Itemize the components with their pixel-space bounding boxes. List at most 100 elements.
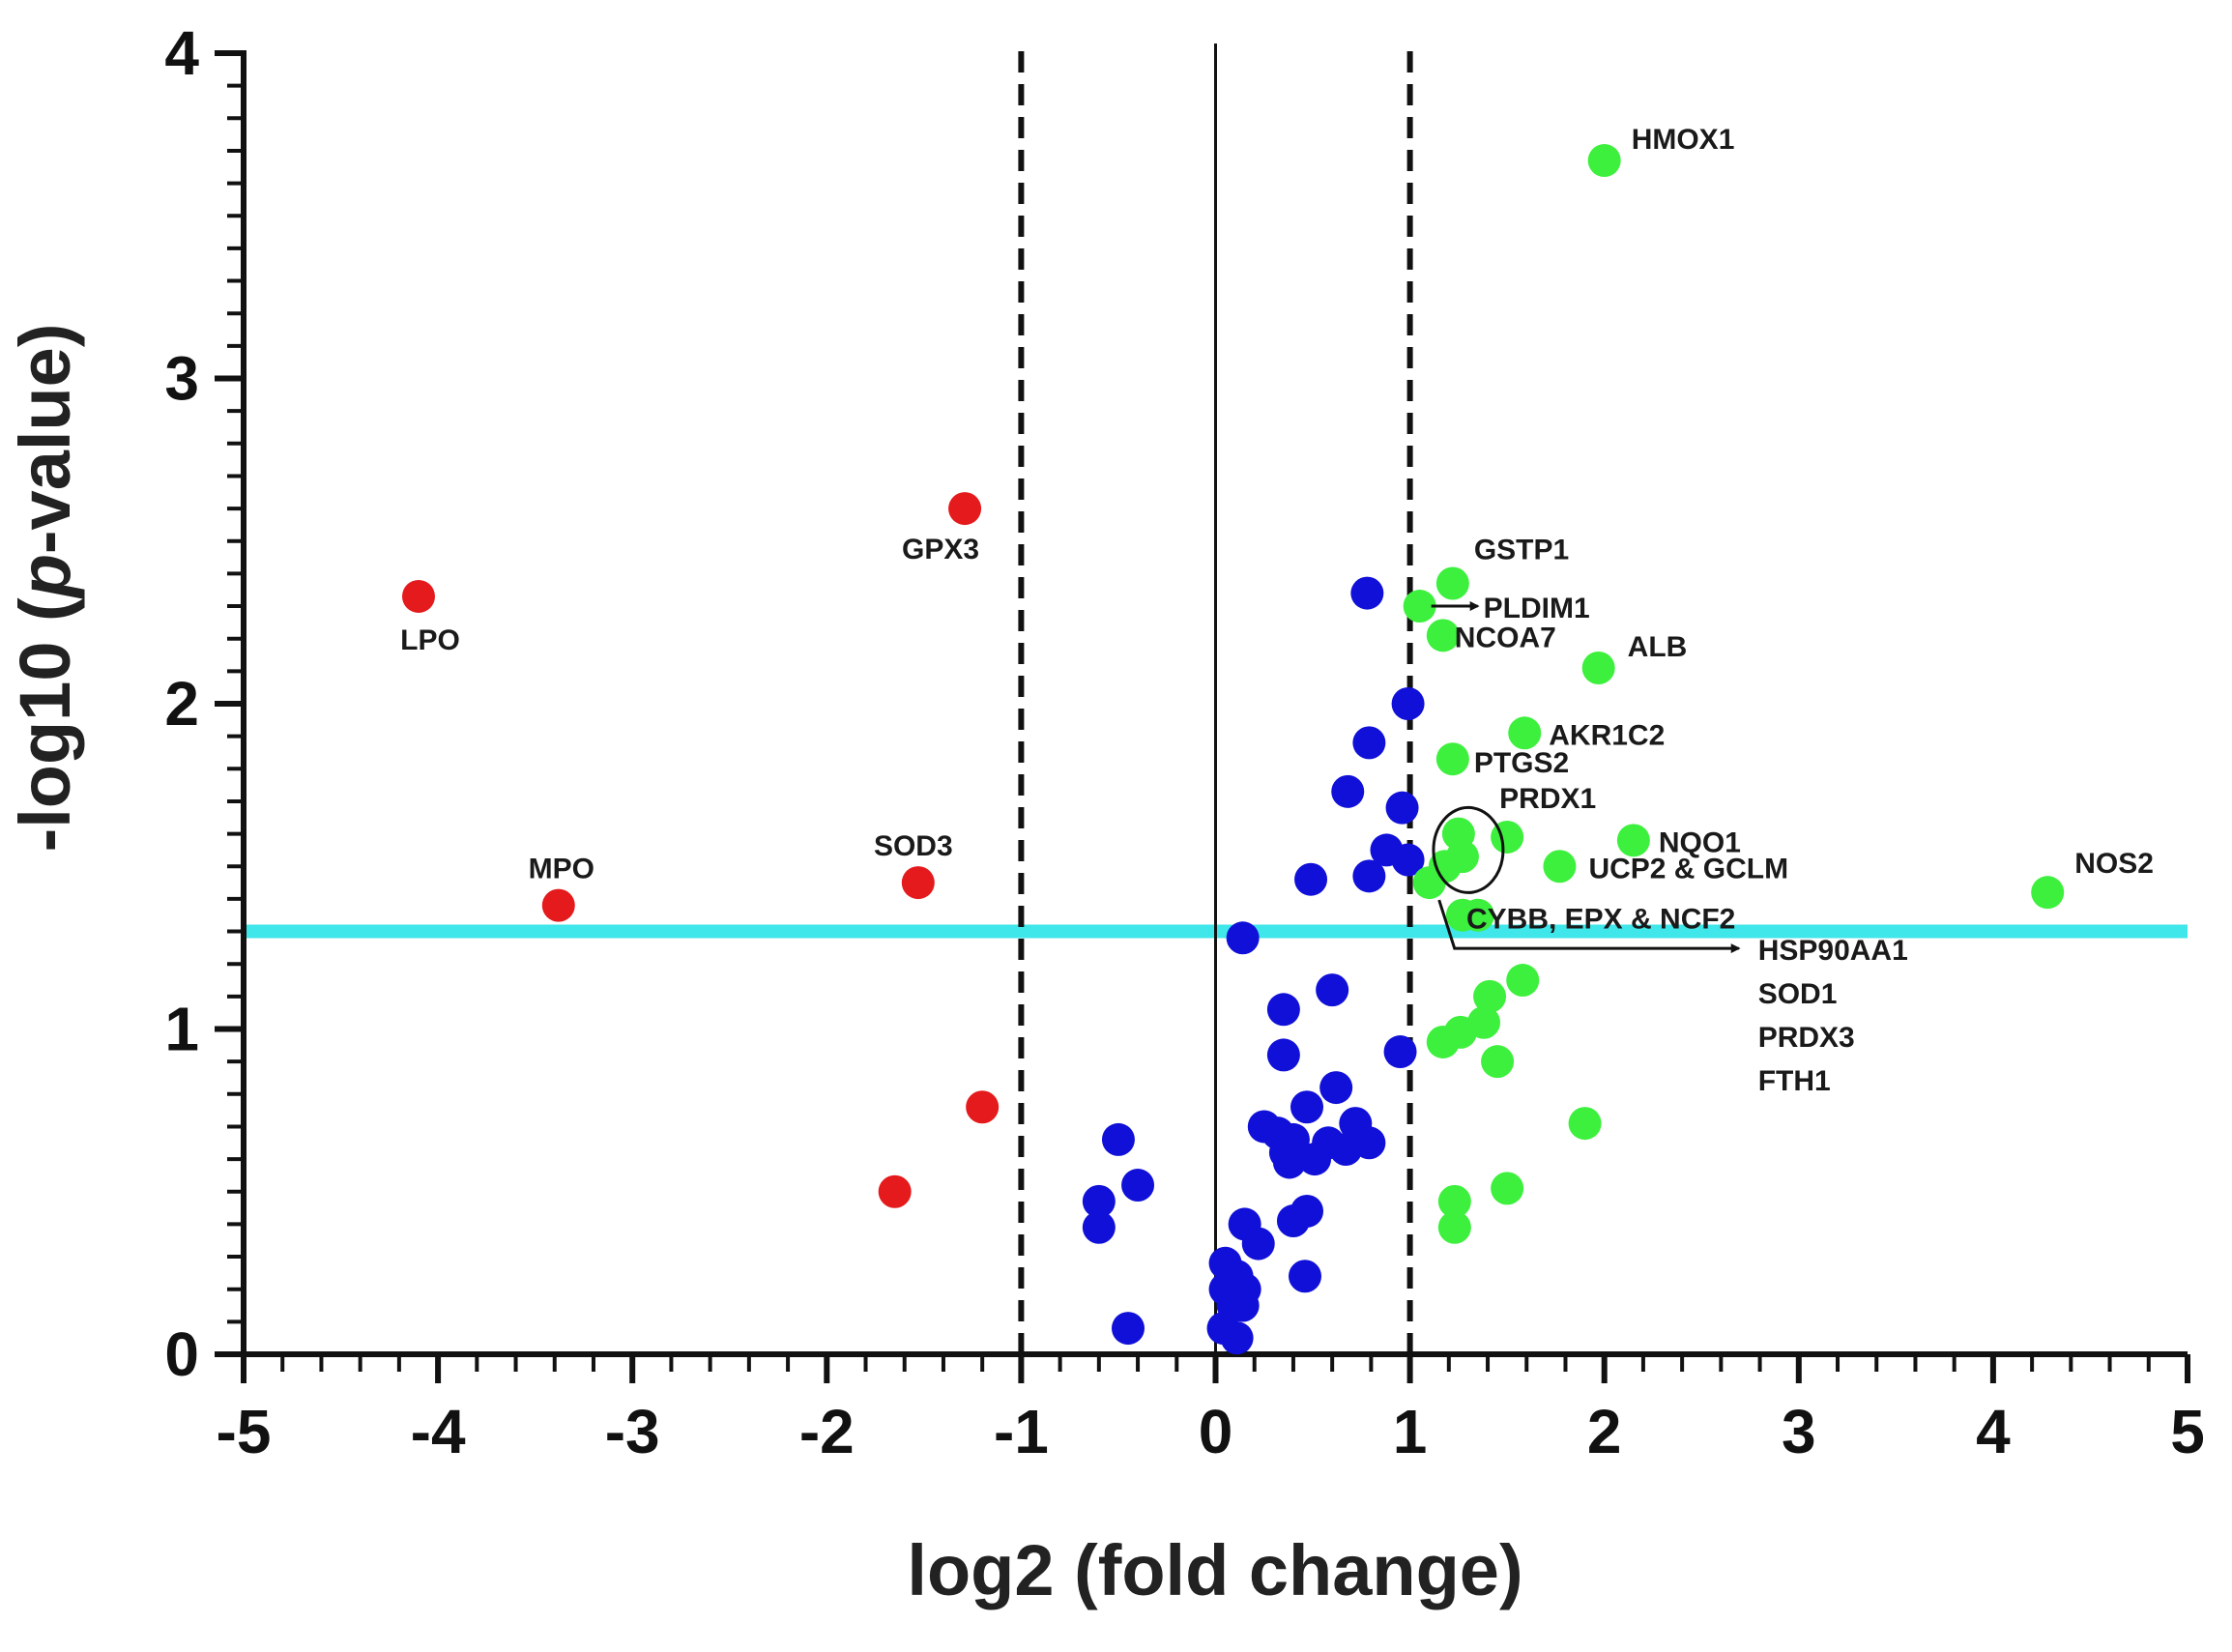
data-points — [401, 144, 2065, 1355]
point-up-regulated — [1508, 716, 1542, 750]
x-tick-label: 1 — [1393, 1397, 1428, 1466]
point-not-significant — [1383, 1035, 1417, 1069]
callout-arrow — [1437, 899, 1741, 954]
point-not-significant — [1220, 1321, 1254, 1355]
gene-label: LPO — [400, 624, 460, 656]
gene-label: PRDX1 — [1499, 783, 1596, 815]
gene-label: HMOX1 — [1632, 124, 1735, 156]
axes: -5 -4 -3 -2 -1 0 1 2 3 4 5 0 1 2 3 4 — [164, 18, 2204, 1466]
y-axis-title: -log10 (p-value) — [5, 324, 85, 853]
point-not-significant — [1329, 1133, 1363, 1167]
x-tick-label: -5 — [217, 1397, 272, 1466]
point-up-regulated — [1616, 824, 1650, 857]
point-down-regulated — [948, 492, 982, 526]
y-tick-label: 2 — [164, 669, 199, 739]
x-tick-label: -1 — [994, 1397, 1049, 1466]
point-not-significant — [1391, 843, 1425, 877]
point-up-regulated — [1426, 619, 1460, 652]
point-down-regulated — [541, 888, 575, 922]
callout-gene-label: SOD1 — [1758, 978, 1838, 1010]
point-up-regulated — [1426, 1025, 1460, 1058]
x-tick-label: -3 — [605, 1397, 660, 1466]
callout-gene-label: FTH1 — [1758, 1065, 1831, 1097]
point-up-regulated — [1403, 590, 1436, 623]
point-not-significant — [1226, 1289, 1260, 1322]
point-not-significant — [1121, 1169, 1155, 1203]
point-down-regulated — [401, 579, 435, 613]
gene-label: ALB — [1628, 631, 1688, 663]
y-axis-title-prefix: -log10 ( — [5, 597, 85, 852]
point-down-regulated — [901, 866, 935, 900]
point-up-regulated — [1435, 566, 1469, 600]
point-not-significant — [1266, 993, 1300, 1027]
point-not-significant — [1290, 1090, 1324, 1124]
point-up-regulated — [1435, 742, 1469, 776]
x-tick-label: 3 — [1782, 1397, 1816, 1466]
point-down-regulated — [878, 1174, 912, 1208]
point-not-significant — [1101, 1122, 1135, 1156]
y-tick-label: 0 — [164, 1319, 199, 1389]
gene-label: PTGS2 — [1474, 747, 1569, 779]
point-not-significant — [1241, 1227, 1275, 1261]
point-up-regulated — [1491, 1172, 1524, 1205]
point-down-regulated — [966, 1090, 1000, 1124]
point-not-significant — [1266, 1038, 1300, 1072]
point-not-significant — [1350, 576, 1384, 610]
point-not-significant — [1082, 1210, 1116, 1244]
gene-label: PLDIM1 — [1484, 593, 1590, 624]
point-not-significant — [1385, 791, 1419, 825]
point-up-regulated — [1581, 651, 1615, 684]
guide-lines — [244, 43, 2188, 1354]
gene-label: CYBB, EPX & NCF2 — [1466, 904, 1735, 936]
gene-label: GSTP1 — [1474, 534, 1569, 565]
point-not-significant — [1316, 973, 1349, 1007]
point-up-regulated — [1437, 1210, 1471, 1244]
x-tick-label: 0 — [1199, 1397, 1233, 1466]
point-not-significant — [1294, 862, 1328, 896]
point-not-significant — [1352, 859, 1386, 893]
point-up-regulated — [1445, 898, 1479, 932]
point-not-significant — [1112, 1312, 1145, 1346]
callout-gene-label: HSP90AA1 — [1758, 935, 1908, 967]
point-up-regulated — [2031, 876, 2065, 910]
point-not-significant — [1331, 774, 1365, 808]
point-up-regulated — [1568, 1107, 1602, 1141]
point-not-significant — [1226, 921, 1260, 955]
point-not-significant — [1272, 1145, 1306, 1179]
x-tick-label: 4 — [1976, 1397, 2011, 1466]
gene-label: AKR1C2 — [1549, 719, 1665, 751]
gene-label: MPO — [529, 854, 594, 885]
x-tick-label: 5 — [2170, 1397, 2205, 1466]
gene-label: GPX3 — [902, 534, 979, 565]
point-up-regulated — [1473, 979, 1507, 1013]
x-axis-title: log2 (fold change) — [907, 1530, 1522, 1610]
gene-label: UCP2 & GCLM — [1588, 853, 1788, 884]
y-tick-label: 3 — [164, 344, 199, 414]
y-axis-title-suffix: -value) — [5, 324, 85, 555]
point-not-significant — [1352, 726, 1386, 760]
gene-label: NCOA7 — [1455, 622, 1556, 653]
cluster-circle — [1432, 805, 1505, 894]
gene-label: NQO1 — [1659, 826, 1741, 858]
y-tick-label: 1 — [164, 995, 199, 1064]
point-up-regulated — [1412, 866, 1446, 900]
point-up-regulated — [1543, 850, 1577, 884]
point-up-regulated — [1587, 144, 1621, 178]
x-tick-label: -2 — [799, 1397, 855, 1466]
point-not-significant — [1391, 687, 1425, 720]
callout-gene-label: PRDX3 — [1758, 1022, 1855, 1054]
y-axis-title-italic: p — [5, 554, 85, 599]
point-not-significant — [1289, 1260, 1322, 1293]
x-tick-label: -4 — [411, 1397, 466, 1466]
point-not-significant — [1298, 1143, 1332, 1176]
gene-label: NOS2 — [2074, 848, 2154, 880]
point-not-significant — [1319, 1071, 1353, 1105]
point-up-regulated — [1437, 1184, 1471, 1218]
point-not-significant — [1276, 1204, 1310, 1238]
x-tick-label: 2 — [1587, 1397, 1622, 1466]
point-up-regulated — [1506, 964, 1540, 998]
point-up-regulated — [1481, 1045, 1515, 1079]
